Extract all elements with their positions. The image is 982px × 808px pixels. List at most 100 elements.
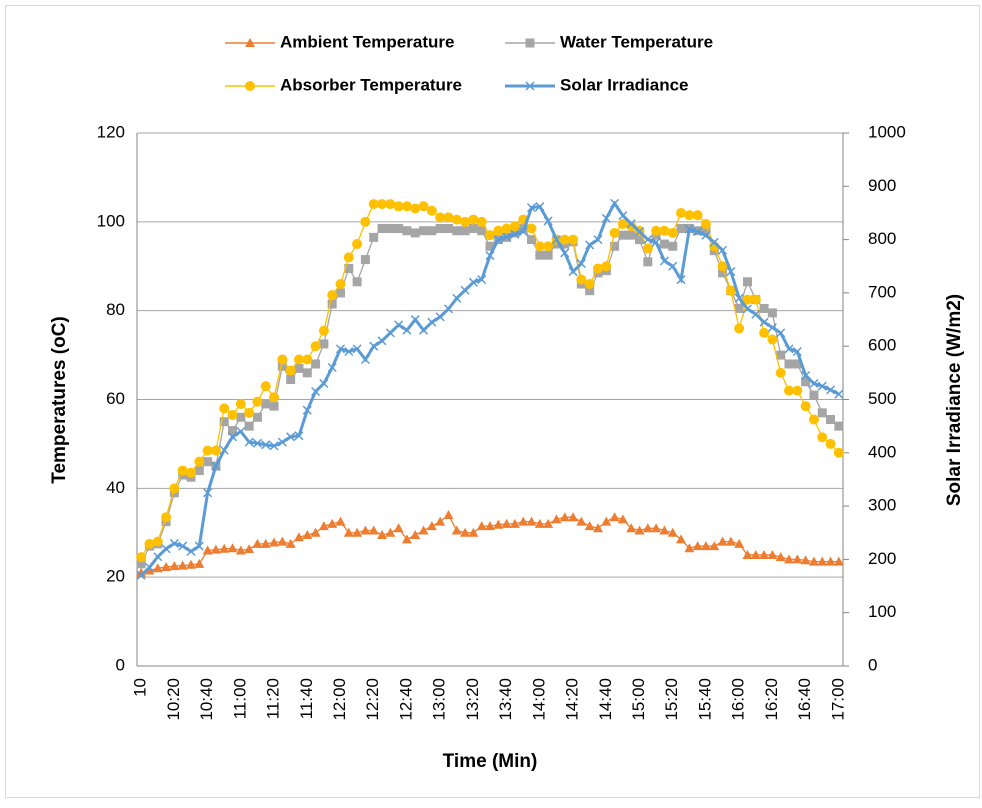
point (692, 541, 703, 551)
point (285, 538, 296, 548)
point (833, 556, 844, 566)
point (643, 257, 653, 267)
point (369, 232, 379, 242)
point (252, 412, 262, 422)
point (742, 294, 753, 305)
point (676, 223, 686, 233)
y2-tick-label: 400 (868, 442, 896, 461)
x-tick-label: 17:00 (828, 678, 847, 721)
point (784, 385, 795, 396)
point (817, 408, 827, 418)
point (202, 545, 213, 555)
legend-marker (525, 38, 535, 48)
point (410, 315, 420, 325)
point (526, 516, 537, 526)
point (327, 290, 338, 301)
point (535, 202, 545, 212)
point (244, 544, 255, 554)
point (601, 516, 612, 526)
point (767, 549, 778, 559)
point (559, 512, 570, 522)
point (725, 285, 736, 296)
point (435, 312, 445, 322)
point (435, 516, 446, 526)
point (767, 308, 777, 318)
point (385, 223, 395, 233)
x-tick-label: 10:40 (197, 678, 216, 721)
point (750, 549, 761, 559)
point (792, 554, 803, 564)
point (277, 354, 288, 365)
point (186, 546, 196, 556)
point (767, 323, 777, 333)
point (559, 234, 570, 245)
point (152, 563, 163, 573)
point (443, 223, 453, 233)
point (260, 381, 271, 392)
point (817, 432, 828, 443)
point (169, 483, 180, 494)
point (676, 534, 687, 544)
x-tick-label: 12:20 (363, 678, 382, 721)
point (377, 336, 387, 346)
point (468, 214, 479, 225)
point (801, 377, 811, 387)
point (260, 538, 271, 548)
y2-tick-label: 700 (868, 282, 896, 301)
point (161, 544, 171, 554)
point (709, 541, 720, 551)
point (718, 245, 728, 255)
point (227, 432, 238, 442)
point (618, 230, 628, 240)
point (202, 445, 213, 456)
point (452, 226, 462, 236)
point (693, 227, 703, 237)
point (776, 328, 786, 338)
x-tick-label: 15:20 (662, 678, 681, 721)
x-tick-label: 13:00 (430, 678, 449, 721)
point (834, 389, 844, 399)
point (534, 241, 545, 252)
point (261, 399, 271, 409)
x-tick-label: 16:20 (762, 678, 781, 721)
x-tick-label: 13:40 (496, 678, 515, 721)
point (419, 325, 429, 335)
point (452, 293, 462, 303)
point (543, 241, 554, 252)
point (668, 261, 678, 271)
point (302, 354, 313, 365)
point (667, 227, 678, 238)
y2-tick-label: 500 (868, 389, 896, 408)
point (476, 216, 487, 227)
legend-label: Absorber Temperature (280, 75, 462, 94)
point (394, 320, 404, 330)
point (809, 390, 819, 400)
point (734, 538, 745, 548)
point (377, 529, 388, 539)
point (285, 365, 296, 376)
point (302, 529, 313, 539)
y-tick-label: 120 (97, 122, 125, 141)
point (385, 328, 395, 338)
point (368, 525, 379, 535)
point (443, 212, 454, 223)
point (144, 565, 155, 575)
point (526, 223, 537, 234)
point (402, 226, 412, 236)
point (227, 543, 238, 553)
point (585, 240, 595, 250)
point (576, 259, 586, 269)
point (684, 224, 694, 234)
point (800, 401, 811, 412)
point (468, 223, 478, 233)
point (335, 344, 346, 354)
point (219, 417, 229, 427)
legend-label: Ambient Temperature (280, 32, 454, 51)
point (518, 227, 528, 237)
point (401, 534, 412, 544)
point (800, 555, 811, 565)
point (775, 552, 786, 562)
point (252, 538, 263, 548)
x-tick-label: 12:00 (330, 678, 349, 721)
point (692, 210, 703, 221)
